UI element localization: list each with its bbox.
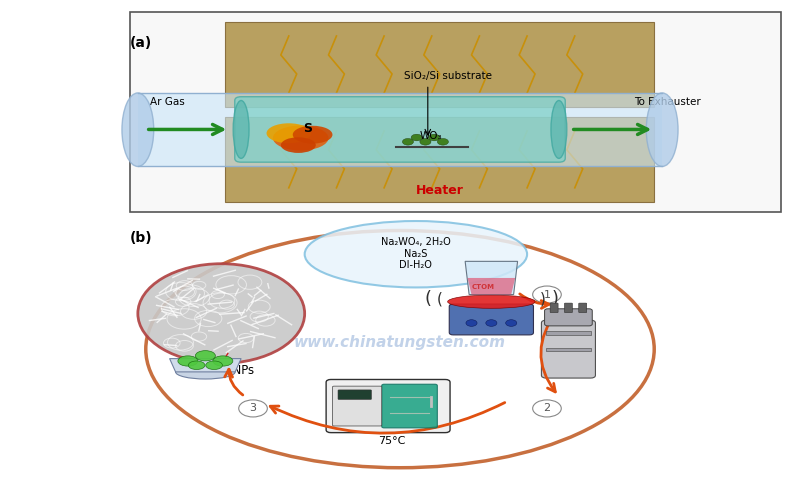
Ellipse shape <box>448 295 535 308</box>
Circle shape <box>238 400 267 417</box>
Polygon shape <box>467 278 515 295</box>
Text: To Exhauster: To Exhauster <box>634 97 701 108</box>
Text: Dried in vacuum at
75°C: Dried in vacuum at 75°C <box>338 425 446 446</box>
Polygon shape <box>465 261 518 295</box>
Text: SiO₂/Si substrate: SiO₂/Si substrate <box>404 72 492 81</box>
Circle shape <box>466 320 477 326</box>
Circle shape <box>420 138 431 145</box>
Circle shape <box>402 138 414 145</box>
FancyBboxPatch shape <box>226 117 654 202</box>
Text: Ar Gas: Ar Gas <box>150 97 185 108</box>
Text: Na₂WO₄, 2H₂O: Na₂WO₄, 2H₂O <box>381 238 450 247</box>
Text: 120°C
for 5 h: 120°C for 5 h <box>557 359 593 380</box>
Circle shape <box>486 320 497 326</box>
Ellipse shape <box>178 356 198 366</box>
FancyBboxPatch shape <box>226 22 654 107</box>
Text: S: S <box>303 122 312 135</box>
Ellipse shape <box>551 100 567 158</box>
FancyBboxPatch shape <box>545 309 592 326</box>
Text: ): ) <box>551 290 558 308</box>
Text: 3: 3 <box>250 403 257 413</box>
Text: (a): (a) <box>130 36 152 50</box>
Ellipse shape <box>175 365 235 379</box>
Ellipse shape <box>138 264 305 363</box>
FancyBboxPatch shape <box>578 303 586 312</box>
Circle shape <box>533 286 562 303</box>
Ellipse shape <box>266 123 311 143</box>
FancyBboxPatch shape <box>546 331 590 335</box>
Ellipse shape <box>273 126 329 150</box>
Text: WS₂ NPs: WS₂ NPs <box>205 364 254 377</box>
Text: (: ( <box>424 290 431 308</box>
Circle shape <box>533 400 562 417</box>
Ellipse shape <box>646 93 678 167</box>
FancyBboxPatch shape <box>450 304 534 335</box>
FancyBboxPatch shape <box>542 320 595 378</box>
Text: WO₃: WO₃ <box>420 131 442 141</box>
FancyBboxPatch shape <box>326 380 450 432</box>
Ellipse shape <box>281 137 316 153</box>
Text: (b): (b) <box>130 230 153 244</box>
Ellipse shape <box>305 221 527 288</box>
Circle shape <box>438 138 449 145</box>
Text: 1: 1 <box>543 289 550 300</box>
Polygon shape <box>170 359 241 372</box>
Ellipse shape <box>293 126 333 144</box>
Text: Heater: Heater <box>416 184 464 197</box>
Circle shape <box>506 320 517 326</box>
FancyBboxPatch shape <box>333 386 382 426</box>
Text: www.chinatungsten.com: www.chinatungsten.com <box>294 335 506 349</box>
Text: DI-H₂O: DI-H₂O <box>399 260 432 270</box>
FancyBboxPatch shape <box>546 348 590 351</box>
FancyBboxPatch shape <box>130 12 782 212</box>
FancyBboxPatch shape <box>138 93 662 167</box>
Ellipse shape <box>206 361 222 370</box>
Text: ): ) <box>540 292 546 307</box>
Ellipse shape <box>195 351 215 361</box>
Text: Na₂S: Na₂S <box>404 249 427 259</box>
Circle shape <box>429 134 440 141</box>
FancyBboxPatch shape <box>234 96 566 162</box>
FancyBboxPatch shape <box>382 384 438 428</box>
Text: CTOM: CTOM <box>472 285 495 290</box>
Ellipse shape <box>188 361 205 370</box>
Ellipse shape <box>213 356 233 366</box>
Text: 2: 2 <box>543 403 550 413</box>
Ellipse shape <box>233 100 249 158</box>
FancyBboxPatch shape <box>550 303 558 312</box>
FancyBboxPatch shape <box>565 303 572 312</box>
FancyBboxPatch shape <box>338 390 371 399</box>
Circle shape <box>411 134 422 141</box>
Text: (: ( <box>437 292 442 307</box>
Ellipse shape <box>122 93 154 167</box>
